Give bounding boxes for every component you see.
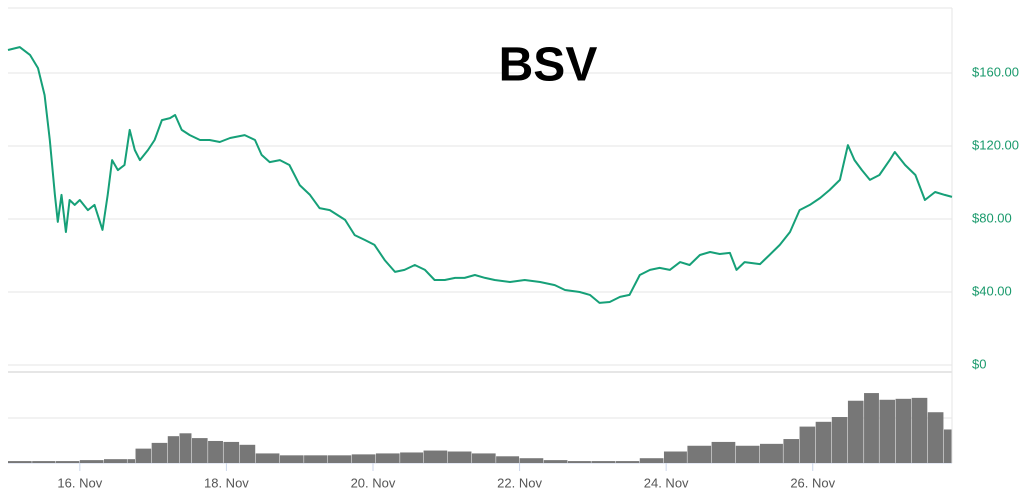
volume-bar bbox=[223, 441, 240, 463]
volume-bar bbox=[32, 461, 56, 463]
volume-bar bbox=[135, 448, 152, 463]
volume-bar bbox=[375, 453, 400, 463]
y-tick-label: $120.00 bbox=[972, 137, 1019, 152]
volume-bar bbox=[104, 459, 127, 463]
volume-bar bbox=[735, 445, 760, 463]
y-tick-label: $160.00 bbox=[972, 64, 1019, 79]
x-tick-label: 16. Nov bbox=[57, 475, 102, 490]
x-tick-label: 24. Nov bbox=[644, 475, 689, 490]
volume-bar bbox=[400, 452, 424, 463]
volume-bar bbox=[327, 455, 352, 463]
volume-bar bbox=[279, 455, 304, 463]
volume-bar bbox=[815, 421, 832, 463]
y-tick-label: $80.00 bbox=[972, 210, 1012, 225]
volume-bar bbox=[519, 458, 544, 463]
y-tick-label: $0 bbox=[972, 356, 986, 371]
volume-bar bbox=[127, 459, 136, 463]
volume-bar bbox=[615, 461, 640, 463]
x-tick-label: 18. Nov bbox=[204, 475, 249, 490]
volume-bar bbox=[151, 442, 168, 463]
volume-bar bbox=[943, 429, 952, 463]
volume-bar bbox=[239, 444, 256, 463]
price-line bbox=[7, 46, 953, 304]
volume-bar bbox=[351, 454, 376, 463]
volume-bar bbox=[799, 426, 816, 463]
y-tick-label: $40.00 bbox=[972, 283, 1012, 298]
x-tick-label: 26. Nov bbox=[790, 475, 835, 490]
volume-bar bbox=[447, 451, 472, 463]
volume-bar bbox=[831, 417, 848, 463]
volume-bar bbox=[783, 439, 800, 463]
volume-bar bbox=[567, 461, 591, 463]
volume-bar bbox=[911, 397, 928, 463]
volume-bar bbox=[167, 436, 180, 463]
volume-bar bbox=[879, 399, 896, 463]
volume-bar bbox=[255, 453, 280, 463]
volume-bar bbox=[864, 393, 879, 463]
volume-bar bbox=[79, 460, 104, 463]
volume-bar bbox=[191, 438, 208, 463]
volume-bar bbox=[471, 453, 496, 463]
volume-bar bbox=[591, 461, 616, 463]
volume-bar bbox=[711, 441, 736, 463]
volume-bar bbox=[179, 433, 192, 463]
volume-bar bbox=[55, 461, 80, 463]
x-tick-label: 20. Nov bbox=[351, 475, 396, 490]
volume-bar bbox=[543, 460, 568, 463]
volume-bar bbox=[496, 456, 520, 463]
volume-bar bbox=[639, 458, 664, 463]
volume-bar bbox=[663, 451, 687, 463]
volume-bar bbox=[208, 440, 223, 463]
volume-bar bbox=[759, 443, 783, 463]
x-tick-label: 22. Nov bbox=[497, 475, 542, 490]
volume-bar bbox=[304, 455, 328, 463]
volume-bar bbox=[423, 450, 448, 463]
volume-bar bbox=[8, 461, 32, 463]
volume-bar bbox=[927, 412, 944, 463]
volume-bar bbox=[847, 400, 864, 463]
volume-bar bbox=[895, 398, 912, 463]
chart-title: BSV bbox=[499, 39, 598, 92]
volume-bar bbox=[687, 445, 712, 463]
